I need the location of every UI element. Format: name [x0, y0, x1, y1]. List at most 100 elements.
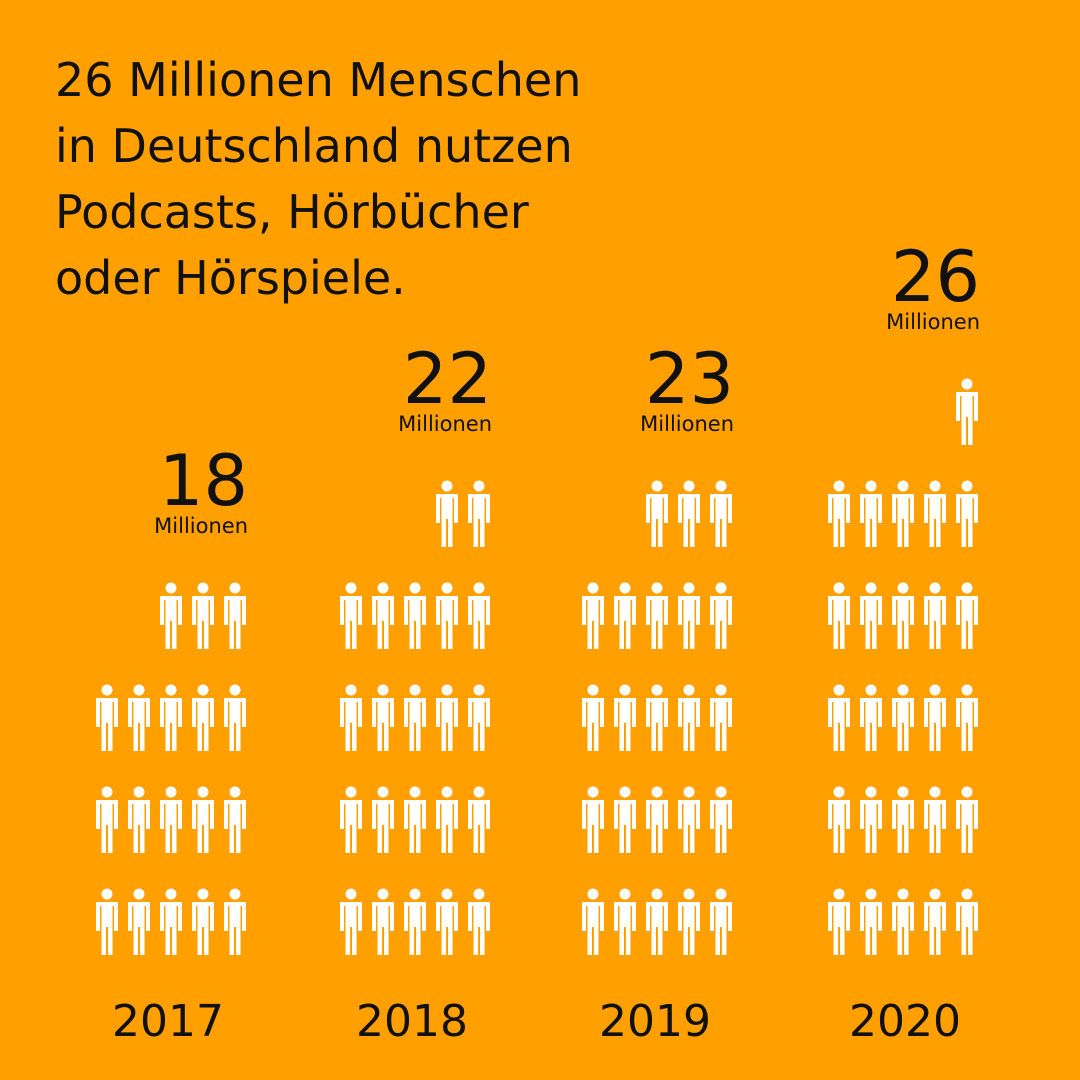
- person-icon: [372, 786, 394, 853]
- person-icon: [614, 888, 636, 955]
- person-icon: [340, 582, 362, 649]
- person-icon: [468, 888, 490, 955]
- person-icon: [468, 684, 490, 751]
- person-icon: [582, 582, 604, 649]
- person-icon: [956, 480, 978, 547]
- person-icon: [404, 582, 426, 649]
- person-icon: [192, 888, 214, 955]
- person-icon: [614, 582, 636, 649]
- person-icon: [924, 888, 946, 955]
- year-label: 2019: [599, 996, 711, 1047]
- person-icon: [224, 888, 246, 955]
- person-icon: [96, 786, 118, 853]
- person-icon: [582, 684, 604, 751]
- year-label: 2018: [356, 996, 468, 1047]
- person-icon: [860, 888, 882, 955]
- person-icon: [710, 786, 732, 853]
- person-icon: [160, 582, 182, 649]
- year-columns: 18Millionen201722Millionen201823Millione…: [96, 236, 980, 1047]
- person-icon: [956, 684, 978, 751]
- year-label: 2017: [112, 996, 224, 1047]
- headline-line-2: in Deutschland nutzen: [55, 119, 573, 173]
- headline-line-4: oder Hörspiele.: [55, 251, 406, 305]
- person-icon: [372, 582, 394, 649]
- person-icon: [224, 684, 246, 751]
- person-icon: [828, 582, 850, 649]
- person-icon: [892, 480, 914, 547]
- person-icon: [646, 786, 668, 853]
- person-icon: [224, 582, 246, 649]
- person-icon: [924, 582, 946, 649]
- person-icon: [372, 684, 394, 751]
- person-icon: [892, 786, 914, 853]
- person-icon: [372, 888, 394, 955]
- person-icon: [710, 480, 732, 547]
- person-icon: [678, 888, 700, 955]
- person-icon: [860, 480, 882, 547]
- person-icon: [860, 786, 882, 853]
- person-icon: [646, 684, 668, 751]
- person-icon: [956, 582, 978, 649]
- person-icon: [892, 684, 914, 751]
- person-icon: [614, 684, 636, 751]
- person-icon: [436, 582, 458, 649]
- person-icon: [128, 684, 150, 751]
- unit-label: Millionen: [154, 514, 248, 538]
- person-icon: [710, 888, 732, 955]
- person-icon: [192, 582, 214, 649]
- person-icon: [678, 786, 700, 853]
- person-icon: [924, 786, 946, 853]
- value-label: 18: [159, 440, 248, 522]
- person-icon: [436, 480, 458, 547]
- person-icon: [96, 888, 118, 955]
- person-icon: [828, 480, 850, 547]
- person-icon: [224, 786, 246, 853]
- person-icon: [436, 684, 458, 751]
- person-icon: [956, 378, 978, 445]
- person-icon: [924, 684, 946, 751]
- person-icon: [404, 786, 426, 853]
- person-icon: [710, 582, 732, 649]
- person-icon: [404, 684, 426, 751]
- person-icon: [582, 888, 604, 955]
- person-icon: [828, 888, 850, 955]
- person-icon: [436, 786, 458, 853]
- person-icon: [436, 888, 458, 955]
- person-icon: [468, 786, 490, 853]
- person-icon: [582, 786, 604, 853]
- person-icon: [860, 582, 882, 649]
- person-icon: [710, 684, 732, 751]
- headline: 26 Millionen Menschen in Deutschland nut…: [55, 53, 581, 305]
- person-icon: [468, 480, 490, 547]
- person-icon: [956, 888, 978, 955]
- person-icon: [646, 888, 668, 955]
- person-icon: [956, 786, 978, 853]
- unit-label: Millionen: [886, 310, 980, 334]
- person-icon: [892, 888, 914, 955]
- person-icon: [160, 888, 182, 955]
- person-icon: [128, 786, 150, 853]
- person-icon: [828, 786, 850, 853]
- value-label: 23: [645, 338, 734, 420]
- year-label: 2020: [849, 996, 961, 1047]
- person-icon: [160, 684, 182, 751]
- person-icon: [646, 480, 668, 547]
- person-icon: [192, 684, 214, 751]
- person-icon: [860, 684, 882, 751]
- person-icon: [340, 684, 362, 751]
- person-icon: [468, 582, 490, 649]
- person-icon: [340, 888, 362, 955]
- unit-label: Millionen: [640, 412, 734, 436]
- person-icon: [340, 786, 362, 853]
- person-icon: [892, 582, 914, 649]
- person-icon: [192, 786, 214, 853]
- value-label: 22: [403, 338, 492, 420]
- person-icon: [96, 684, 118, 751]
- person-icon: [924, 480, 946, 547]
- headline-line-1: 26 Millionen Menschen: [55, 53, 581, 107]
- value-label: 26: [891, 236, 980, 318]
